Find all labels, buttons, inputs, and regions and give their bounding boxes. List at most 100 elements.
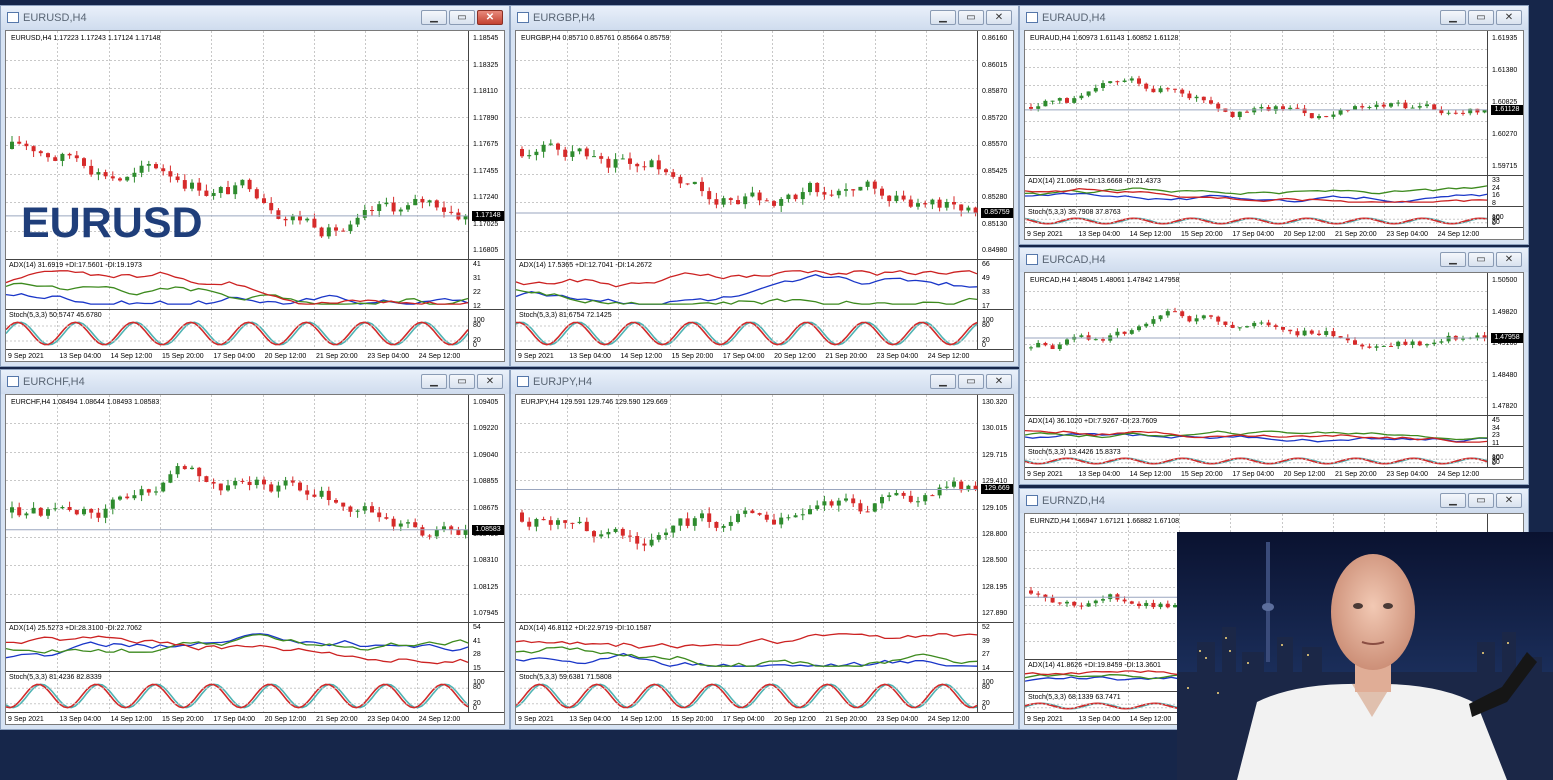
- candle-body: [1129, 601, 1134, 604]
- maximize-button[interactable]: ▭: [958, 10, 984, 25]
- maximize-button[interactable]: ▭: [449, 374, 475, 389]
- candle-body: [1043, 100, 1048, 107]
- candle-body: [916, 501, 920, 503]
- stoch-line: [516, 683, 978, 709]
- candle-body: [319, 490, 324, 497]
- time-axis-label: 13 Sep 04:00: [569, 353, 611, 360]
- chart-area[interactable]: EURAUD,H4 1.60973 1.61143 1.60852 1.6112…: [1024, 30, 1524, 240]
- chart-area[interactable]: EURUSD,H4 1.17223 1.17243 1.17124 1.1714…: [5, 30, 505, 362]
- chart-window-eurusd[interactable]: EURUSD,H4 ▁ ▭ ✕ EURUSD,H4 1.17223 1.17243 …: [0, 5, 510, 367]
- chart-window-eurgbp[interactable]: EURGBP,H4 ▁ ▭ ✕ EURGBP,H4 0.85710 0.85761 …: [510, 5, 1019, 367]
- title-bar[interactable]: EURNZD,H4 ▁ ▭ ✕: [1020, 489, 1528, 513]
- candle-body: [714, 521, 719, 528]
- candle-body: [1065, 339, 1069, 345]
- title-bar[interactable]: EURGBP,H4 ▁ ▭ ✕: [511, 6, 1018, 30]
- chart-window-eurcad[interactable]: EURCAD,H4 ▁ ▭ ✕ EURCAD,H4 1.48045 1.48061 …: [1019, 247, 1529, 485]
- minimize-button[interactable]: ▁: [930, 374, 956, 389]
- candle-body: [800, 192, 805, 200]
- chart-icon: [7, 376, 19, 387]
- candle-body: [283, 218, 288, 221]
- chart-window-euraud[interactable]: EURAUD,H4 ▁ ▭ ✕ EURAUD,H4 1.60973 1.61143 …: [1019, 5, 1529, 245]
- candle-body: [1209, 100, 1213, 104]
- stoch-label: Stoch(5,3,3) 35.7908 37.8763: [1028, 209, 1121, 216]
- candle-body: [1446, 112, 1451, 114]
- candle-body: [1086, 335, 1091, 340]
- chart-area[interactable]: EURCAD,H4 1.48045 1.48061 1.47842 1.4795…: [1024, 272, 1524, 480]
- price-tick-label: 0.85425: [982, 167, 1008, 175]
- maximize-button[interactable]: ▭: [958, 374, 984, 389]
- stoch-line: [6, 683, 469, 709]
- title-bar[interactable]: EURCAD,H4 ▁ ▭ ✕: [1020, 248, 1528, 272]
- close-button[interactable]: ✕: [1496, 252, 1522, 267]
- adx-line: [516, 646, 978, 667]
- candle-body: [103, 172, 108, 177]
- title-bar[interactable]: EURCHF,H4 ▁ ▭ ✕: [1, 370, 509, 394]
- stoch-level-label: 20: [1492, 458, 1500, 466]
- chart-area[interactable]: EURGBP,H4 0.85710 0.85761 0.85664 0.8575…: [515, 30, 1014, 362]
- candle-body: [420, 527, 425, 536]
- candle-body: [1151, 88, 1156, 93]
- minimize-button[interactable]: ▁: [930, 10, 956, 25]
- candle-body: [74, 510, 79, 515]
- candle-body: [570, 151, 575, 157]
- minimize-button[interactable]: ▁: [421, 374, 447, 389]
- candle-body: [89, 508, 94, 513]
- chart-window-eurchf[interactable]: EURCHF,H4 ▁ ▭ ✕ EURCHF,H4 1.08494 1.08644 …: [0, 369, 510, 730]
- price-tick-label: 1.49820: [1492, 308, 1518, 316]
- chart-window-eurjpy[interactable]: EURJPY,H4 ▁ ▭ ✕ EURJPY,H4 129.591 129.746 …: [510, 369, 1019, 730]
- minimize-button[interactable]: ▁: [1440, 252, 1466, 267]
- candle-body: [613, 528, 618, 532]
- chart-area[interactable]: EURJPY,H4 129.591 129.746 129.590 129.66…: [515, 394, 1014, 725]
- candle-body: [298, 482, 302, 491]
- minimize-button[interactable]: ▁: [421, 10, 447, 25]
- minimize-button[interactable]: ▁: [1440, 10, 1466, 25]
- candle-body: [1043, 342, 1048, 346]
- close-button[interactable]: ✕: [1496, 10, 1522, 25]
- candle-body: [606, 158, 611, 168]
- maximize-button[interactable]: ▭: [449, 10, 475, 25]
- title-bar[interactable]: EURJPY,H4 ▁ ▭ ✕: [511, 370, 1018, 394]
- candle-body: [1288, 107, 1293, 110]
- candle-body: [570, 522, 575, 524]
- maximize-button[interactable]: ▭: [1468, 10, 1494, 25]
- chart-icon: [1026, 254, 1038, 265]
- price-tick-label: 1.17025: [473, 220, 499, 228]
- candle-body: [844, 498, 848, 501]
- adx-level-label: 15: [473, 665, 481, 672]
- close-button[interactable]: ✕: [477, 10, 503, 25]
- stoch-level-label: 80: [982, 684, 990, 692]
- candle-body: [1417, 106, 1422, 108]
- price-tick-label: 130.015: [982, 425, 1008, 433]
- minimize-button[interactable]: ▁: [1440, 493, 1466, 508]
- current-price-tag: 1.61128: [1491, 104, 1523, 115]
- close-button[interactable]: ✕: [986, 374, 1012, 389]
- candle-body: [880, 188, 884, 196]
- stoch-level-label: 20: [1492, 218, 1500, 226]
- stoch-line: [516, 321, 978, 346]
- candle-body: [1122, 599, 1127, 602]
- time-axis-label: 14 Sep 12:00: [1129, 471, 1172, 478]
- title-bar[interactable]: EURAUD,H4 ▁ ▭ ✕: [1020, 6, 1528, 30]
- candle-body: [118, 178, 122, 181]
- candle-body: [269, 203, 274, 211]
- candle-body: [60, 507, 65, 509]
- close-button[interactable]: ✕: [986, 10, 1012, 25]
- candle-body: [656, 535, 661, 540]
- candle-body: [1129, 330, 1134, 334]
- chart-area[interactable]: EURCHF,H4 1.08494 1.08644 1.08493 1.0858…: [5, 394, 505, 725]
- maximize-button[interactable]: ▭: [1468, 493, 1494, 508]
- candle-body: [434, 529, 439, 537]
- close-button[interactable]: ✕: [1496, 493, 1522, 508]
- candle-body: [1374, 104, 1379, 108]
- candle-body: [82, 158, 86, 166]
- current-price-tag: 0.85759: [981, 207, 1013, 218]
- candle-body: [398, 523, 403, 527]
- maximize-button[interactable]: ▭: [1468, 252, 1494, 267]
- close-button[interactable]: ✕: [477, 374, 503, 389]
- title-bar[interactable]: EURUSD,H4 ▁ ▭ ✕: [1, 6, 509, 30]
- candle-body: [1331, 114, 1336, 117]
- time-axis-label: 9 Sep 2021: [8, 716, 44, 723]
- candle-body: [1093, 87, 1098, 92]
- chart-canvas: [516, 31, 1013, 350]
- candle-body: [541, 519, 546, 521]
